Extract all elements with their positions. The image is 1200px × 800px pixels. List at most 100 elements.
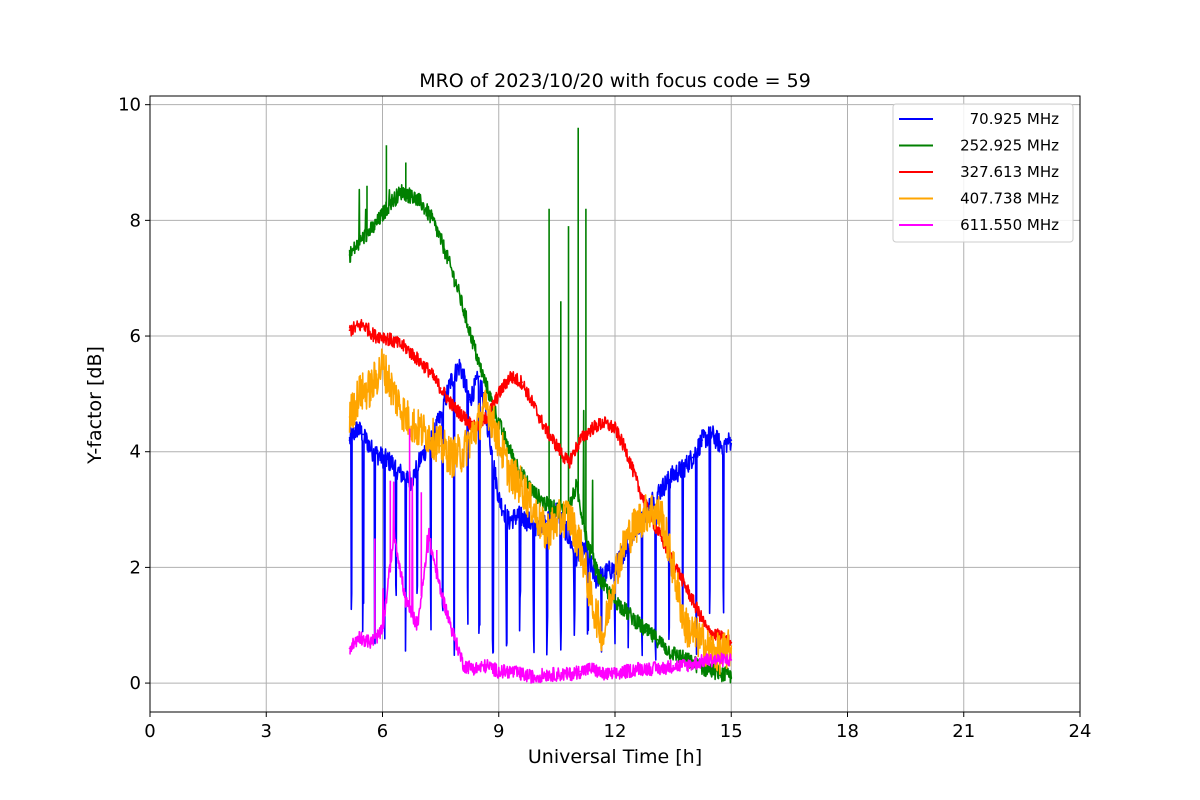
data-point [707, 659, 709, 661]
data-point [565, 531, 568, 534]
data-point [468, 398, 471, 401]
series-group [348, 348, 733, 675]
data-point [701, 439, 704, 442]
data-point [614, 572, 616, 575]
data-point [404, 416, 407, 418]
data-point [373, 225, 376, 228]
x-tick-label: 12 [604, 721, 627, 742]
data-point [683, 583, 686, 586]
series-line [348, 348, 733, 675]
data-point [637, 667, 640, 670]
data-point [730, 439, 733, 442]
data-point [455, 283, 458, 285]
data-point [404, 601, 407, 604]
data-point [462, 664, 465, 667]
data-point [602, 673, 605, 676]
data-point [710, 433, 713, 436]
x-tick-label: 3 [261, 721, 272, 742]
data-point [416, 427, 419, 430]
data-point [369, 387, 372, 389]
y-tick-label: 0 [130, 673, 141, 694]
data-point [672, 566, 675, 569]
data-point [497, 439, 500, 442]
data-point [389, 202, 392, 204]
data-point [348, 416, 351, 418]
data-point [594, 578, 597, 580]
legend-label: 252.925 MHz [960, 137, 1059, 155]
data-point [625, 537, 628, 540]
data-point [544, 673, 547, 676]
data-point [714, 670, 717, 673]
data-point [497, 392, 500, 395]
data-point [604, 572, 607, 575]
data-point [660, 667, 663, 670]
data-point [400, 473, 403, 476]
x-axis-title: Universal Time [h] [528, 746, 702, 768]
data-point [462, 416, 465, 418]
data-point [509, 670, 512, 673]
data-point [521, 673, 523, 676]
data-point [439, 416, 442, 418]
data-point [598, 578, 601, 580]
x-tick-label: 9 [493, 721, 504, 742]
data-point [459, 364, 461, 366]
data-point [625, 670, 628, 673]
data-point [497, 670, 500, 673]
data-point [416, 358, 419, 361]
data-point [718, 653, 721, 656]
data-point [381, 364, 384, 366]
data-point [720, 445, 723, 447]
data-point [555, 445, 558, 447]
data-point [695, 661, 698, 664]
y-tick-label: 4 [130, 442, 141, 463]
data-point [579, 439, 582, 442]
data-point [575, 485, 578, 488]
data-point [544, 531, 547, 534]
data-point [381, 630, 384, 632]
data-point [555, 520, 558, 523]
x-tick-label: 24 [1069, 721, 1092, 742]
data-point [486, 664, 489, 667]
data-point [451, 456, 454, 459]
data-point [420, 456, 423, 459]
data-point [451, 630, 454, 632]
data-point [590, 427, 593, 430]
data-point [602, 421, 605, 424]
legend-label: 611.550 MHz [960, 216, 1059, 234]
legend-label: 327.613 MHz [960, 163, 1059, 181]
data-point [567, 514, 570, 517]
series-group [348, 428, 733, 684]
series-group [348, 127, 733, 684]
series-line [348, 127, 733, 684]
data-point [507, 520, 510, 523]
data-point [428, 537, 430, 540]
data-point [602, 635, 605, 638]
data-point [393, 531, 396, 534]
data-point [371, 450, 374, 453]
data-point [521, 381, 523, 384]
data-point [586, 543, 589, 546]
data-point [488, 433, 490, 436]
data-point [358, 392, 361, 395]
data-point [381, 456, 384, 459]
data-point [730, 647, 733, 650]
data-point [400, 190, 403, 193]
x-tick-label: 6 [377, 721, 388, 742]
data-point [656, 638, 659, 641]
data-point [614, 427, 616, 430]
data-point [672, 664, 675, 667]
data-point [428, 369, 430, 372]
data-point [449, 381, 452, 384]
data-point [718, 659, 721, 661]
data-point [462, 450, 465, 453]
data-point [645, 630, 647, 632]
data-point [439, 445, 442, 447]
data-point [532, 676, 535, 679]
data-point [428, 433, 430, 436]
data-point [590, 601, 593, 604]
data-point [348, 254, 351, 256]
data-point [544, 427, 547, 430]
data-point [681, 468, 684, 470]
data-point [590, 667, 593, 670]
